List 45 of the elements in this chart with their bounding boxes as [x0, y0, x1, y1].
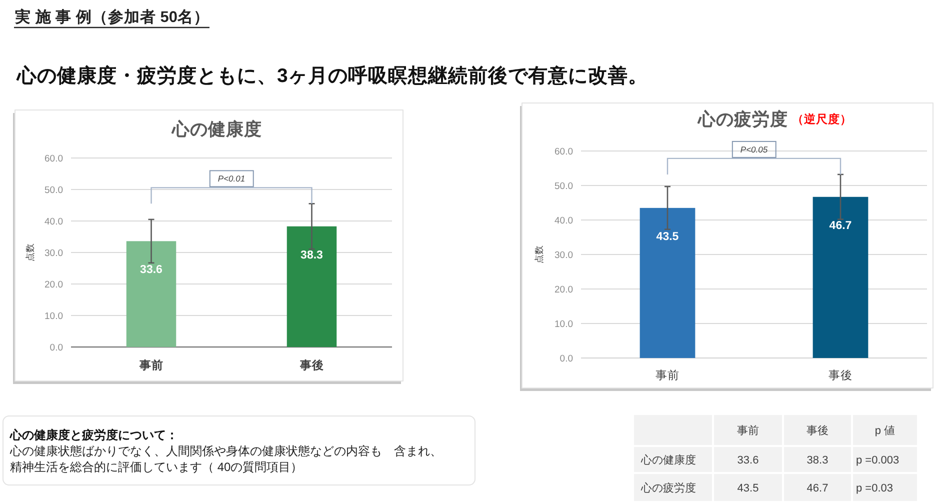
- y-tick-label: 60.0: [44, 154, 63, 164]
- table-value: 38.3: [806, 454, 828, 466]
- table-row-header: 心の健康度: [641, 454, 696, 466]
- x-tick-label: 事前: [656, 370, 680, 382]
- y-axis-title: 点数: [534, 246, 544, 264]
- chart-subtitle: （逆尺度）: [792, 114, 852, 126]
- chart-title: 心の疲労度: [698, 109, 788, 129]
- data-label: 46.7: [829, 220, 852, 232]
- table-row-header: 心の疲労度: [641, 482, 696, 494]
- annotation: P<0.01: [218, 174, 246, 184]
- table-column-header: 事後: [806, 425, 828, 437]
- y-tick-label: 30.0: [44, 248, 63, 259]
- note-text: 心の健康状態ばかりでなく、人間関係や身体の健康状態などの内容も 含まれ、: [10, 444, 442, 458]
- y-tick-label: 0.0: [50, 342, 63, 354]
- x-tick-label: 事前: [139, 360, 164, 372]
- y-tick-label: 50.0: [44, 185, 63, 196]
- table-value: p =0.03: [856, 482, 894, 494]
- x-tick-label: 事後: [828, 370, 852, 382]
- y-tick-label: 50.0: [554, 181, 573, 192]
- y-tick-label: 30.0: [554, 250, 573, 261]
- table-value: 46.7: [806, 482, 828, 494]
- y-tick-label: 20.0: [554, 284, 573, 296]
- chart-title: 心の健康度: [172, 119, 262, 139]
- y-tick-label: 10.0: [44, 311, 63, 322]
- y-tick-label: 40.0: [44, 216, 63, 228]
- table-value: p =0.003: [856, 454, 900, 466]
- table-value: 33.6: [737, 454, 759, 466]
- annotation: P<0.05: [740, 144, 768, 154]
- y-tick-label: 40.0: [554, 216, 573, 226]
- note-text: 精神生活を総合的に評価しています（ 40の質問項目）: [10, 460, 303, 474]
- table-column-header: p 値: [874, 425, 896, 437]
- data-label: 43.5: [656, 230, 679, 243]
- table-column-header: 事前: [737, 425, 759, 437]
- y-tick-label: 20.0: [44, 280, 63, 290]
- data-label: 38.3: [300, 249, 323, 262]
- note-title: 心の健康度と疲労度について：: [10, 428, 178, 442]
- page-title: 心の健康度・疲労度ともに、3ヶ月の呼吸瞑想継続前後で有意に改善。: [17, 65, 648, 87]
- y-tick-label: 60.0: [554, 146, 573, 158]
- table-value: 43.5: [737, 482, 759, 494]
- y-tick-label: 0.0: [560, 354, 573, 364]
- section-heading: 実 施 事 例（参加者 50名）: [15, 9, 210, 26]
- data-label: 33.6: [140, 264, 162, 276]
- y-tick-label: 10.0: [554, 319, 573, 330]
- x-tick-label: 事後: [300, 360, 324, 372]
- y-axis-title: 点数: [25, 244, 35, 262]
